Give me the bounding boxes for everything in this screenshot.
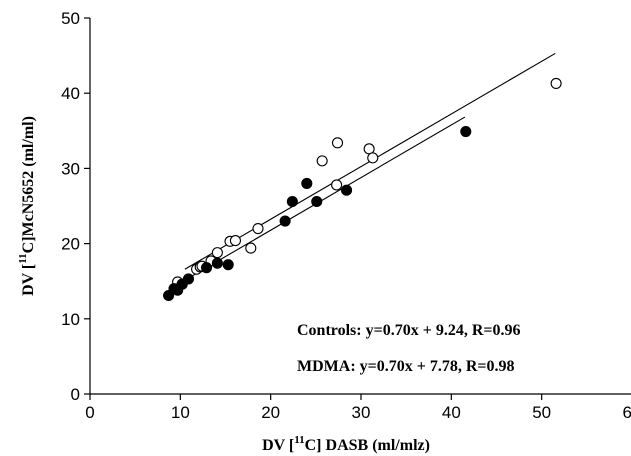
y-tick-label: 50 <box>61 9 80 28</box>
x-tick-label: 60 <box>623 403 631 422</box>
y-tick-label: 20 <box>61 235 80 254</box>
data-points <box>163 77 562 302</box>
x-tick-label: 10 <box>171 403 190 422</box>
mdma-data-point <box>279 215 291 227</box>
controls-data-point <box>245 242 257 254</box>
mdma-data-point <box>460 126 472 138</box>
y-axis-title: DV [11C]McN5652 (ml/ml) <box>17 116 37 296</box>
y-tick-label: 10 <box>61 310 80 329</box>
controls-regression-annotation: Controls: y=0.70x + 9.24, R=0.96 <box>297 322 521 339</box>
mdma-data-point <box>222 259 234 271</box>
controls-data-point <box>316 155 328 167</box>
x-tick-label: 50 <box>532 403 551 422</box>
mdma-data-point <box>311 195 323 208</box>
controls-data-point <box>211 247 223 259</box>
y-tick-label: 0 <box>71 385 80 404</box>
mdma-data-point <box>286 195 298 208</box>
x-tick-label: 0 <box>85 403 94 422</box>
controls-data-point <box>367 152 379 164</box>
mdma-regression-line <box>184 116 466 281</box>
controls-data-point <box>252 223 264 235</box>
mdma-regression-annotation: MDMA: y=0.70x + 7.78, R=0.98 <box>297 358 515 375</box>
x-tick-label: 20 <box>261 403 280 422</box>
x-axis-ticks: 0 10 20 30 40 50 60 <box>85 394 631 422</box>
mdma-data-point <box>211 257 223 269</box>
controls-data-point <box>331 179 343 191</box>
regression-lines <box>184 52 556 281</box>
mdma-data-point <box>340 184 353 196</box>
y-axis-ticks: 0 10 20 30 40 50 <box>61 9 90 404</box>
mdma-data-point <box>301 177 313 189</box>
controls-data-point <box>331 137 344 149</box>
controls-data-point <box>229 235 241 247</box>
x-tick-label: 30 <box>352 403 371 422</box>
y-tick-label: 40 <box>61 84 80 103</box>
plot-area: 0 10 20 30 40 50 60 0 10 20 30 40 50 <box>61 9 631 422</box>
controls-data-point <box>550 77 562 89</box>
y-tick-label: 30 <box>61 159 80 178</box>
mdma-data-point <box>182 273 195 285</box>
mdma-data-point <box>200 262 213 274</box>
x-axis-title: DV [11C] DASB (ml/mlz) <box>262 434 430 454</box>
x-tick-label: 40 <box>442 403 461 422</box>
